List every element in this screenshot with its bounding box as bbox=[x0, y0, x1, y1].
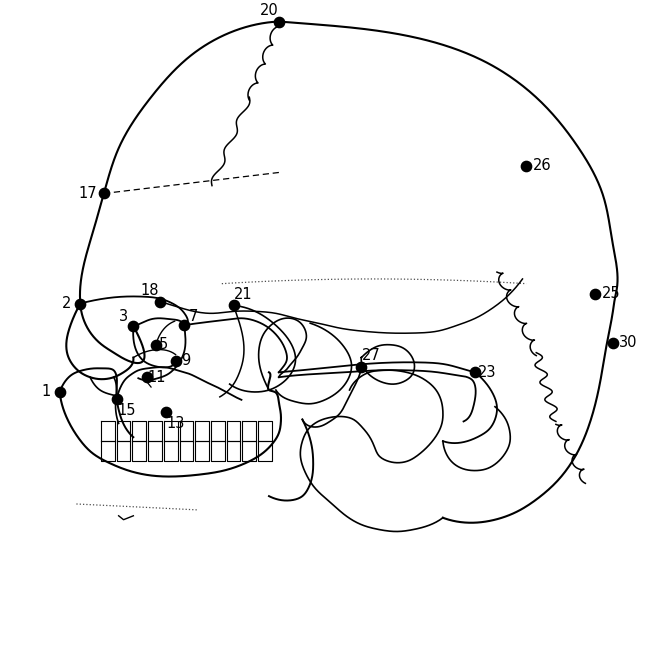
Point bbox=[111, 394, 122, 404]
Point bbox=[161, 406, 171, 417]
Point bbox=[470, 367, 481, 378]
Point bbox=[179, 320, 190, 330]
Text: 23: 23 bbox=[478, 365, 496, 380]
Text: 9: 9 bbox=[181, 353, 190, 368]
Text: 21: 21 bbox=[234, 287, 253, 302]
Text: 11: 11 bbox=[148, 370, 166, 385]
Point bbox=[273, 16, 284, 27]
Text: 17: 17 bbox=[79, 186, 97, 201]
Point bbox=[142, 372, 152, 383]
Text: 27: 27 bbox=[362, 348, 380, 363]
Point bbox=[356, 362, 367, 373]
Text: 30: 30 bbox=[619, 335, 638, 350]
Text: 5: 5 bbox=[159, 337, 168, 352]
Point bbox=[155, 296, 165, 307]
Point bbox=[98, 188, 109, 199]
Text: 20: 20 bbox=[260, 3, 279, 18]
Point bbox=[75, 298, 86, 309]
Point bbox=[521, 160, 531, 171]
Text: 26: 26 bbox=[533, 158, 551, 174]
Point bbox=[228, 300, 238, 311]
Point bbox=[608, 337, 618, 348]
Text: 2: 2 bbox=[62, 296, 71, 311]
Text: 18: 18 bbox=[141, 283, 159, 298]
Point bbox=[170, 355, 181, 366]
Text: 1: 1 bbox=[41, 385, 51, 400]
Text: 13: 13 bbox=[167, 416, 185, 431]
Point bbox=[54, 387, 65, 397]
Text: 3: 3 bbox=[119, 309, 128, 324]
Point bbox=[151, 339, 161, 350]
Text: 25: 25 bbox=[601, 286, 620, 301]
Point bbox=[128, 321, 139, 332]
Text: 15: 15 bbox=[117, 403, 135, 418]
Text: 7: 7 bbox=[189, 309, 198, 324]
Point bbox=[590, 288, 601, 299]
